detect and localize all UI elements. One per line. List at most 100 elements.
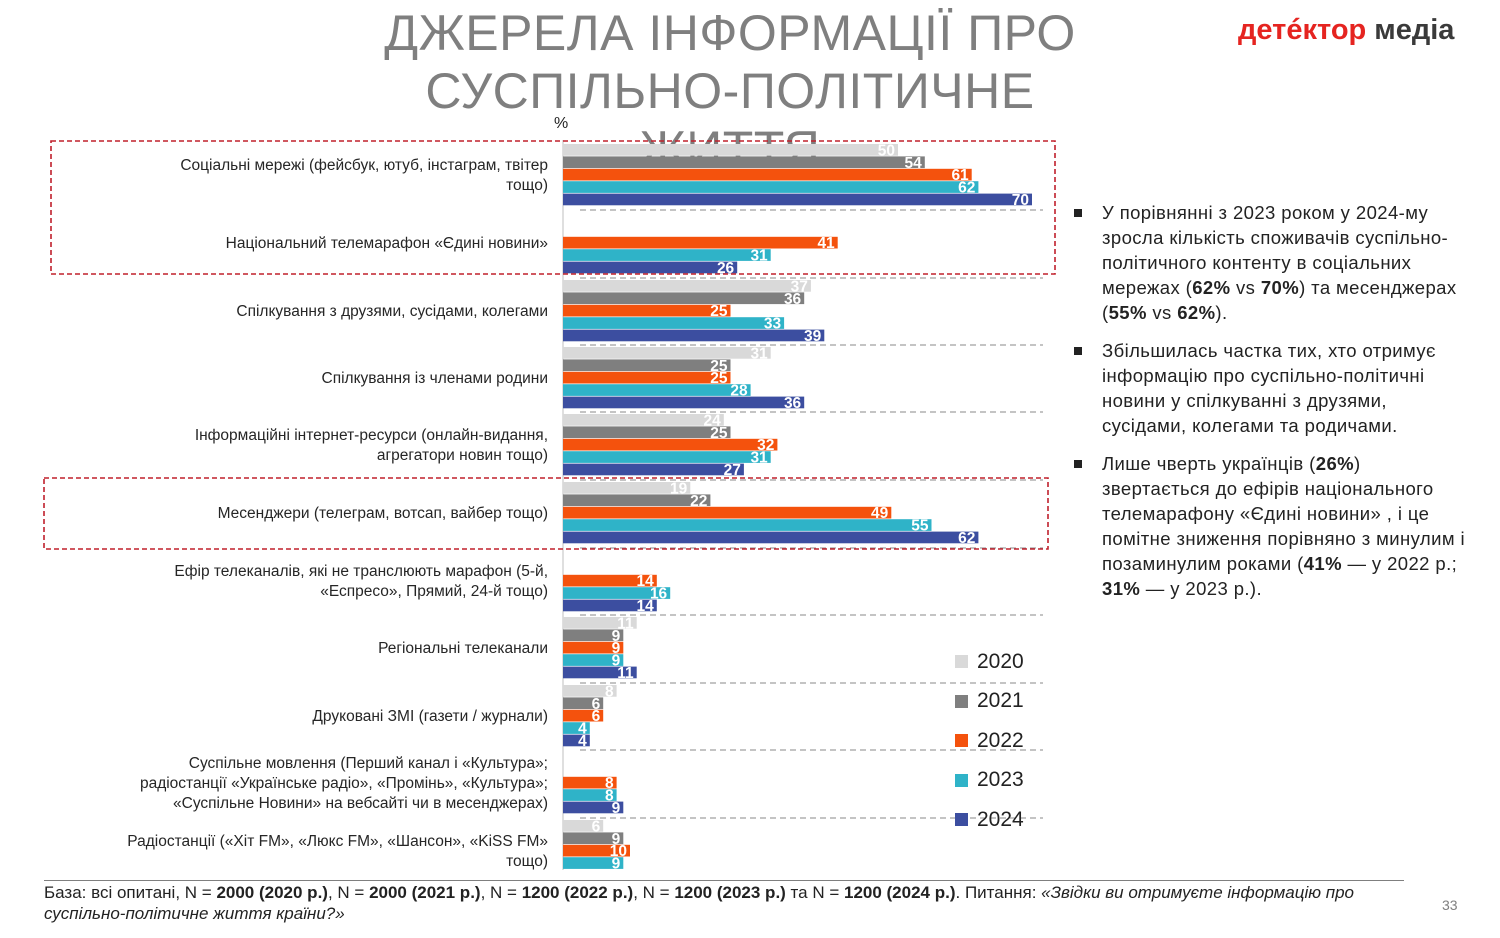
bold-fragment: 2000 (2020 р.) xyxy=(216,883,328,902)
data-label: 8 xyxy=(605,775,614,792)
bar xyxy=(563,156,925,169)
legend-swatch xyxy=(955,734,968,748)
legend-label: 2021 xyxy=(977,689,1024,713)
bar xyxy=(563,666,637,679)
data-label: 37 xyxy=(791,278,808,295)
text-fragment: , N = xyxy=(633,883,675,902)
legend-item: 2021 xyxy=(955,682,1024,722)
data-label: 6 xyxy=(592,708,601,725)
data-label: 4 xyxy=(578,721,587,738)
chart-legend: 2020 2021 2022 2023 2024 xyxy=(955,642,1024,840)
bar xyxy=(563,519,932,531)
data-label: 9 xyxy=(612,640,621,657)
data-label: 31 xyxy=(750,248,768,265)
data-label: 70 xyxy=(1012,192,1029,209)
category-label: Радіостанції («Хіт FM», «Люкс FM», «Шанс… xyxy=(127,833,548,870)
data-label: 27 xyxy=(724,462,741,479)
bar xyxy=(563,685,617,697)
bar xyxy=(563,384,751,396)
data-label: 11 xyxy=(617,615,634,632)
bold-fragment: 1200 (2023 р.) xyxy=(674,883,786,902)
data-label: 26 xyxy=(717,260,735,277)
bar xyxy=(563,396,805,409)
data-label: 19 xyxy=(670,480,688,497)
data-label: 36 xyxy=(784,395,802,412)
data-label: 9 xyxy=(612,653,621,670)
bar xyxy=(563,531,979,544)
bar xyxy=(563,371,731,384)
data-label: 9 xyxy=(612,831,621,848)
data-label: 36 xyxy=(784,291,802,308)
data-label: 62 xyxy=(958,530,975,547)
bar xyxy=(563,789,617,801)
bar xyxy=(563,722,590,734)
note-item: Лише чверть українців (26%) звертається … xyxy=(1072,451,1467,601)
bar xyxy=(563,181,979,193)
data-label: 31 xyxy=(750,345,768,362)
bold-fragment: 1200 (2022 р.) xyxy=(521,883,634,902)
data-label: 25 xyxy=(710,303,728,320)
bar xyxy=(563,261,738,274)
bar xyxy=(563,451,771,463)
data-label: 55 xyxy=(911,518,929,535)
bar xyxy=(563,482,691,494)
category-label: Соціальні мережі (фейсбук, ютуб, інстагр… xyxy=(180,157,548,194)
text-fragment: . Питання: xyxy=(955,883,1042,902)
data-label: 11 xyxy=(617,665,634,682)
data-label: 41 xyxy=(817,235,835,252)
category-label: Суспільне мовлення (Перший канал і «Куль… xyxy=(140,755,548,812)
legend-item: 2022 xyxy=(955,721,1024,761)
bar xyxy=(563,599,657,612)
data-label: 9 xyxy=(612,856,621,873)
text-fragment: vs xyxy=(1146,302,1178,323)
text-fragment: База: всі опитані, N = xyxy=(44,883,217,902)
text-fragment: та N = xyxy=(785,883,844,902)
unit-label: % xyxy=(554,115,569,132)
bar-chart: 5037312419118654362525229696141252532491… xyxy=(43,140,1056,873)
data-label: 62 xyxy=(958,180,975,197)
bar xyxy=(563,832,624,845)
category-label: Регіональні телеканали xyxy=(378,640,548,657)
legend-label: 2022 xyxy=(977,728,1024,752)
category-label: Інформаційні інтернет-ресурси (онлайн-ви… xyxy=(195,427,548,464)
data-label: 28 xyxy=(730,383,748,400)
data-label: 32 xyxy=(757,437,774,454)
bar xyxy=(563,249,771,261)
legend-item: 2024 xyxy=(955,800,1024,840)
bar xyxy=(563,617,637,629)
bold-fragment: 70% xyxy=(1260,277,1300,298)
data-label: 49 xyxy=(871,505,889,522)
category-label: Спілкування з друзями, сусідами, колегам… xyxy=(236,303,548,320)
legend-label: 2023 xyxy=(977,768,1024,792)
bar xyxy=(563,857,624,869)
bar xyxy=(563,844,630,857)
bar xyxy=(563,168,972,181)
logo-part-detector: детéктор xyxy=(1238,14,1367,46)
data-label: 61 xyxy=(951,167,969,184)
bold-fragment: 41% xyxy=(1303,553,1342,574)
data-label: 22 xyxy=(690,493,707,510)
bold-fragment: 55% xyxy=(1108,302,1147,323)
bar xyxy=(563,801,624,814)
category-label: Друковані ЗМІ (газети / журнали) xyxy=(312,708,548,725)
bold-fragment: 31% xyxy=(1102,578,1141,599)
data-label: 9 xyxy=(612,800,621,817)
bar xyxy=(563,236,838,249)
data-label: 14 xyxy=(637,598,655,615)
bar xyxy=(563,144,898,156)
data-label: 25 xyxy=(710,370,728,387)
category-label: Ефір телеканалів, які не транслюють мара… xyxy=(174,563,548,600)
slide-title: ДЖЕРЕЛА ІНФОРМАЦІЇ ПРО СУСПІЛЬНО-ПОЛІТИЧ… xyxy=(384,5,1076,177)
data-label: 25 xyxy=(710,425,728,442)
data-label: 39 xyxy=(804,328,822,345)
note-item: У порівнянні з 2023 роком у 2024-му зрос… xyxy=(1072,200,1467,325)
data-label: 24 xyxy=(704,412,722,429)
data-label: 6 xyxy=(592,696,601,713)
data-label: 16 xyxy=(650,586,668,603)
bold-fragment: 62% xyxy=(1192,277,1231,298)
bar xyxy=(563,629,624,642)
bold-fragment: 2000 (2021 р.) xyxy=(369,883,481,902)
legend-item: 2020 xyxy=(955,642,1024,682)
data-label: 33 xyxy=(764,316,782,333)
data-label: 6 xyxy=(592,818,601,835)
